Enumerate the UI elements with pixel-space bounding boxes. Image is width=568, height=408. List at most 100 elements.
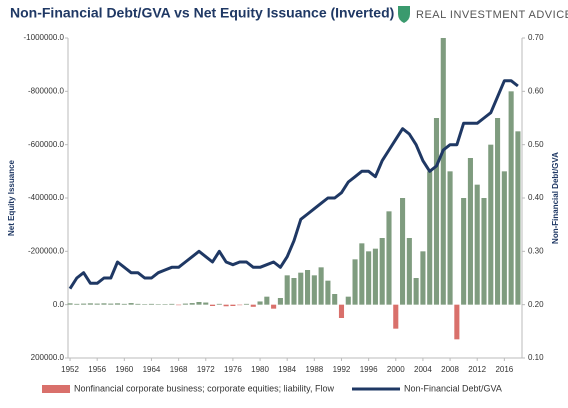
bar [121,303,127,305]
x-tick-label: 1952 [61,365,79,374]
y-tick-label: 200000.0 [31,353,65,362]
bar [366,251,372,305]
bar [359,243,365,305]
bar [257,301,263,305]
bar [148,303,155,305]
y2-tick-label: 0.60 [528,86,544,95]
y2-tick-label: 0.70 [528,33,544,42]
y-tick-label: -600000.0 [28,140,65,149]
y-tick-label: -1000000.0 [24,33,65,42]
bar [128,303,134,305]
bar [305,270,311,305]
bar [495,118,501,305]
bar [176,304,182,306]
x-tick-label: 1984 [278,365,296,374]
bar [250,304,256,307]
bar [81,303,87,305]
bar [298,272,304,305]
bar [501,171,507,305]
legend-swatch [42,385,70,393]
bar [196,302,202,305]
bar [393,304,399,329]
x-tick-label: 2004 [414,365,432,374]
bar [379,238,385,305]
bar [461,198,467,305]
logo: REAL INVESTMENT ADVICE [416,9,568,21]
bar [400,198,406,305]
bar [406,238,412,305]
bar [318,267,324,305]
bar [271,304,277,309]
bar [74,303,80,305]
bar [203,302,209,305]
x-tick-label: 1976 [224,365,242,374]
bar [108,303,114,305]
bar [142,304,148,305]
x-tick-label: 1992 [333,365,351,374]
chart-title: Non-Financial Debt/GVA vs Net Equity Iss… [10,5,394,21]
bar [454,304,460,340]
bar [67,303,73,305]
bar [182,303,188,305]
bar [433,118,440,305]
bar [216,303,222,305]
x-tick-label: 2008 [441,365,459,374]
bar [427,171,433,305]
bar [277,298,283,305]
x-tick-label: 2012 [468,365,486,374]
bar [284,275,290,305]
bar [291,278,297,305]
x-tick-label: 1988 [305,365,323,374]
y2-tick-label: 0.40 [528,193,544,202]
bar [162,304,168,305]
x-tick-label: 1968 [170,365,188,374]
bar [440,38,446,305]
line [68,79,519,290]
bar [135,303,141,305]
bar [325,280,331,305]
y-tick-label: 0.0 [53,300,65,309]
bar [488,144,494,305]
y2-tick-label: 0.50 [528,140,544,149]
y2-tick-label: 0.30 [528,246,544,255]
bar [243,303,250,305]
x-tick-label: 2016 [495,365,513,374]
y-tick-label: -200000.0 [28,246,65,255]
legend-label: Nonfinancial corporate business; corpora… [74,383,334,393]
bar [155,304,161,305]
x-tick-label: 2000 [387,365,405,374]
bar [447,171,453,305]
y2-tick-label: 0.10 [528,353,544,362]
bar [515,131,521,305]
bar [474,184,480,305]
bar [345,296,351,305]
x-tick-label: 1972 [197,365,215,374]
bar [352,259,358,305]
bar [264,296,270,305]
x-tick-label: 1980 [251,365,269,374]
bar [210,304,216,306]
logo-icon [398,6,410,23]
bar [223,304,229,307]
legend-label: Non-Financial Debt/GVA [404,383,502,393]
bar [420,251,426,305]
y2-tick-label: 0.20 [528,300,544,309]
y-tick-label: -400000.0 [28,193,65,202]
bar [386,211,392,305]
bar [94,303,100,305]
y-tick-label: -800000.0 [28,86,65,95]
bar [372,248,378,305]
bar [338,304,345,318]
bar [189,303,195,305]
x-tick-label: 1996 [360,365,378,374]
y-axis-label: Net Equity Issuance [7,159,16,236]
bar [230,304,236,306]
bar [332,294,338,305]
bar [101,303,107,305]
bar [114,303,121,305]
bar [508,91,514,305]
x-tick-label: 1956 [88,365,106,374]
y2-axis-label: Non-Financial Debt/GVA [551,152,560,244]
bar [467,158,473,305]
